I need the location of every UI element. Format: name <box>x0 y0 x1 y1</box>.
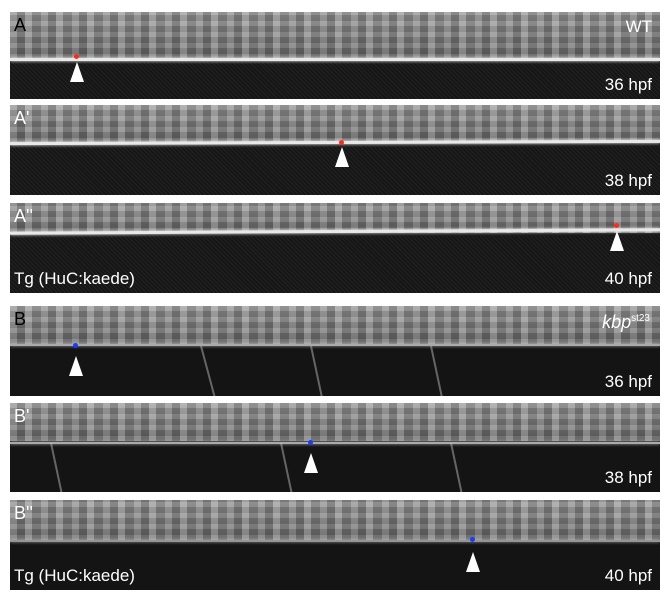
transgene-label: Tg (HuC:kaede) <box>14 269 135 288</box>
arrowhead-icon <box>610 231 624 251</box>
time-label: 40 hpf <box>604 566 652 585</box>
panel-letter: B <box>14 309 27 329</box>
genotype-label: kbpst23 <box>602 312 650 333</box>
axon-tip-marker <box>339 140 344 145</box>
panel-a-prime: A' 38 hpf <box>10 105 660 195</box>
transgene-label: Tg (HuC:kaede) <box>14 566 135 585</box>
arrowhead-icon <box>70 62 84 82</box>
time-label: 38 hpf <box>604 171 652 190</box>
allele-name: st23 <box>631 313 650 324</box>
axon-tip-marker <box>470 537 475 542</box>
time-label: 38 hpf <box>604 468 652 487</box>
axon-tip-marker <box>614 223 619 228</box>
panel-letter: B'' <box>14 503 33 523</box>
panel-a: A WT 36 hpf <box>10 12 660 99</box>
panel-letter: A' <box>14 108 30 128</box>
panel-b: B kbpst23 36 hpf <box>10 306 660 396</box>
time-label: 36 hpf <box>604 75 652 94</box>
gene-name: kbp <box>602 312 632 332</box>
panel-a-double-prime: A'' Tg (HuC:kaede) 40 hpf <box>10 203 660 293</box>
panel-b-prime: B' 38 hpf <box>10 403 660 492</box>
panel-letter: A <box>14 15 27 35</box>
arrowhead-icon <box>466 552 480 572</box>
time-label: 40 hpf <box>604 269 652 288</box>
panel-letter: B' <box>14 406 30 426</box>
axon-tip-marker <box>308 440 313 445</box>
arrowhead-icon <box>69 356 83 376</box>
arrowhead-icon <box>335 147 349 167</box>
genotype-label: WT <box>625 17 652 36</box>
axon-tip-marker <box>73 343 78 348</box>
axon-tip-marker <box>74 54 79 59</box>
arrowhead-icon <box>304 453 318 473</box>
time-label: 36 hpf <box>604 372 652 391</box>
panel-letter: A'' <box>14 206 33 226</box>
panel-b-double-prime: B'' Tg (HuC:kaede) 40 hpf <box>10 500 660 590</box>
